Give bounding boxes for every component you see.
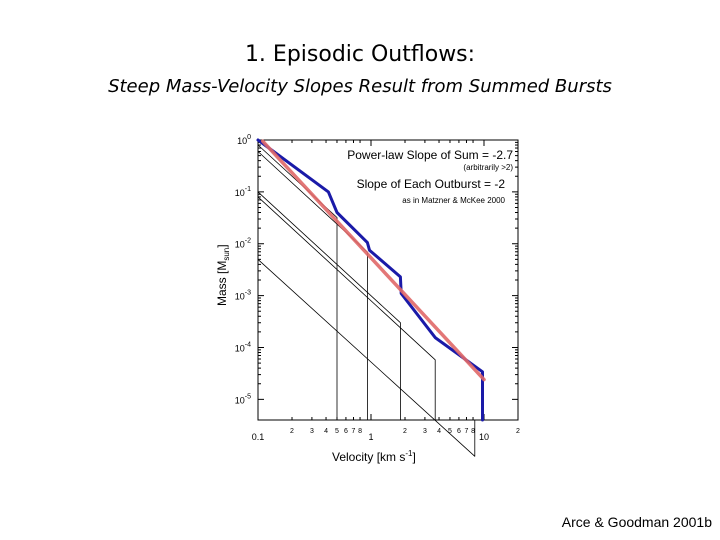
annotation-each-note: as in Matzner & McKee 2000 bbox=[402, 196, 505, 205]
slide-subtitle: Steep Mass-Velocity Slopes Result from S… bbox=[108, 76, 612, 97]
x-minor-tick-label-7: 2 bbox=[403, 428, 407, 435]
outburst-curve-2 bbox=[257, 151, 368, 421]
x-axis-label: Velocity [km s-1] bbox=[332, 449, 416, 464]
y-tick-label-4: 10-4 bbox=[235, 341, 251, 353]
x-axis-label-end: ] bbox=[412, 450, 415, 464]
y-tick-label-0: 100 bbox=[237, 134, 251, 146]
citation-credit: Arce & Goodman 2001b bbox=[561, 514, 712, 530]
axis-ticks: 0.1 1 102 3 4 5 6 7 8 2 3 4 5 6 7 8 210010-110-210-310-4… bbox=[235, 134, 520, 442]
y-axis-label-main: Mass [M bbox=[215, 261, 229, 306]
outburst-curve-5 bbox=[257, 259, 476, 457]
x-minor-tick-label-1: 3 bbox=[310, 428, 314, 435]
x-minor-tick-label-10: 5 bbox=[448, 428, 452, 435]
x-minor-tick-label-13: 8 bbox=[471, 428, 475, 435]
x-minor-tick-label-14: 2 bbox=[516, 428, 520, 435]
annotation-sum-note: (arbitrarily >2) bbox=[463, 163, 513, 172]
outburst-curve-4 bbox=[257, 196, 436, 421]
y-tick-label-2: 10-2 bbox=[235, 238, 251, 250]
y-axis-label-sub: sun bbox=[222, 248, 231, 261]
y-tick-label-5: 10-5 bbox=[235, 393, 251, 405]
annotation-sum-slope: Power-law Slope of Sum = -2.7 bbox=[347, 148, 513, 162]
slide-title: 1. Episodic Outflows: bbox=[244, 42, 476, 67]
x-minor-tick-label-11: 6 bbox=[457, 428, 461, 435]
y-axis-label-end: ] bbox=[215, 244, 229, 247]
x-major-tick-label-2: 10 bbox=[479, 432, 489, 442]
power-law-fit-line bbox=[260, 139, 486, 382]
outburst-curve-3 bbox=[257, 191, 401, 421]
x-minor-tick-label-5: 7 bbox=[352, 428, 356, 435]
outburst-curve-1 bbox=[257, 144, 338, 421]
x-major-tick-label-0: 0.1 bbox=[252, 432, 265, 442]
y-axis-label: Mass [Msun] bbox=[215, 244, 231, 306]
x-minor-tick-label-9: 4 bbox=[437, 428, 441, 435]
x-minor-tick-label-3: 5 bbox=[335, 428, 339, 435]
x-minor-tick-label-8: 3 bbox=[423, 428, 427, 435]
x-major-tick-label-1: 1 bbox=[368, 432, 373, 442]
series-layer bbox=[256, 138, 486, 457]
annotation-each-slope: Slope of Each Outburst = -2 bbox=[357, 177, 506, 191]
x-minor-tick-label-4: 6 bbox=[344, 428, 348, 435]
y-tick-label-1: 10-1 bbox=[235, 186, 251, 198]
x-minor-tick-label-6: 8 bbox=[358, 428, 362, 435]
x-axis-label-main: Velocity [km s bbox=[332, 450, 405, 464]
x-minor-tick-label-0: 2 bbox=[290, 428, 294, 435]
y-tick-label-3: 10-3 bbox=[235, 290, 251, 302]
x-minor-tick-label-12: 7 bbox=[465, 428, 469, 435]
x-minor-tick-label-2: 4 bbox=[324, 428, 328, 435]
x-axis-label-sup: -1 bbox=[405, 449, 413, 458]
